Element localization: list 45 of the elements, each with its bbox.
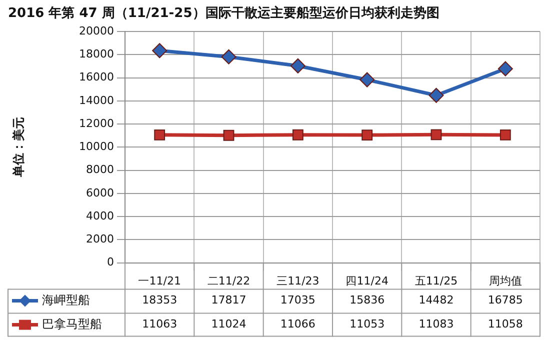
data-label: 14482 xyxy=(418,294,454,307)
point xyxy=(290,58,306,74)
point xyxy=(223,130,234,141)
point xyxy=(360,72,375,88)
point xyxy=(292,129,304,140)
data-label: 15836 xyxy=(350,294,385,307)
point xyxy=(221,49,236,64)
y-tick-label: 0 xyxy=(107,256,114,269)
data-label: 16785 xyxy=(488,294,523,307)
y-tick-label: 4000 xyxy=(86,209,114,222)
point xyxy=(428,88,444,103)
data-label: 11066 xyxy=(280,318,316,331)
data-label: 11058 xyxy=(488,318,523,331)
y-tick-label: 2000 xyxy=(86,232,114,246)
data-label: 11053 xyxy=(350,318,385,331)
point xyxy=(154,129,166,140)
point xyxy=(500,130,511,140)
data-label: 17035 xyxy=(280,294,316,307)
x-tick-label: 二11/22 xyxy=(207,274,250,288)
y-tick-label: 14000 xyxy=(79,94,114,107)
y-tick-label: 8000 xyxy=(86,163,114,176)
y-tick-label: 10000 xyxy=(79,140,114,154)
y-tick-label: 16000 xyxy=(79,70,114,84)
data-label: 11063 xyxy=(142,318,178,331)
y-tick-label: 6000 xyxy=(86,186,114,200)
y-tick-label: 18000 xyxy=(79,48,114,61)
point xyxy=(430,129,442,140)
point xyxy=(498,61,513,76)
legend-label: 巴拿马型船 xyxy=(42,316,102,331)
x-tick-label: 一11/21 xyxy=(138,274,181,288)
data-label: 11024 xyxy=(211,318,246,331)
x-tick-label: 四11/24 xyxy=(346,274,388,288)
point xyxy=(152,43,168,58)
y-tick-label: 12000 xyxy=(79,116,114,130)
chart-title: 2016 年第 47 周（11/21-25）国际干散运主要船型运价日均获利走势图 xyxy=(8,5,440,22)
x-tick-label: 周均值 xyxy=(488,274,522,288)
data-label: 11083 xyxy=(418,318,454,331)
x-tick-label: 三11/23 xyxy=(276,274,320,288)
y-tick-label: 20000 xyxy=(79,24,114,38)
legend-label: 海岬型船 xyxy=(42,292,90,307)
data-label: 17817 xyxy=(211,294,246,307)
y-axis-title: 单位：美元 xyxy=(11,117,26,178)
x-tick-label: 五11/25 xyxy=(414,274,458,288)
point xyxy=(362,130,373,140)
data-label: 18353 xyxy=(142,294,178,307)
